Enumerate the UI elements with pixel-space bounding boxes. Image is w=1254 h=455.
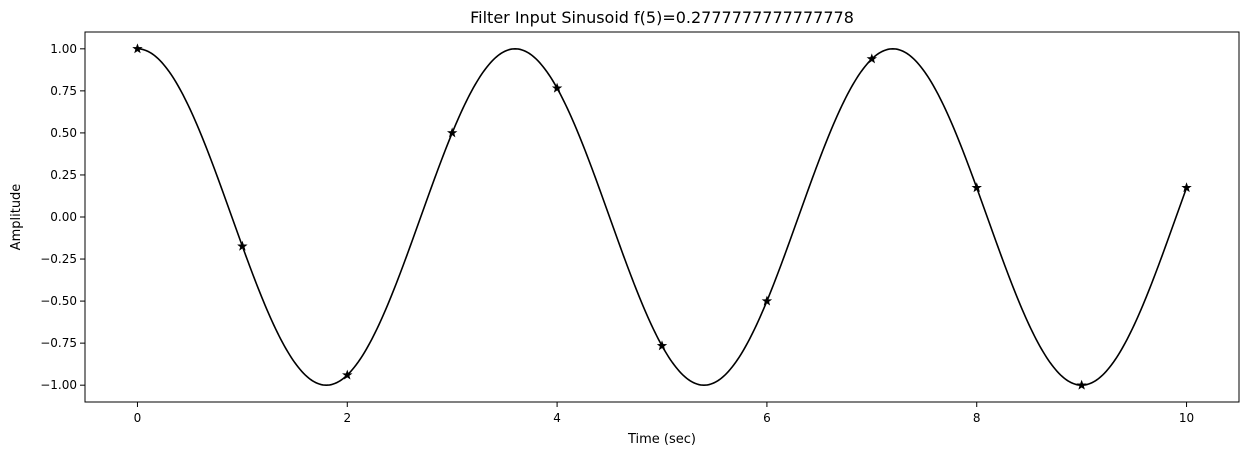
plot-area [84,31,1240,403]
y-axis-label: Amplitude [9,184,24,251]
y-axis-ticks: 1.00 0.75 0.50 0.25 0.00 −0.25 −0.50 −0.75 −1.00 [40,42,85,392]
x-tick-label: 4 [553,411,561,425]
sample-marker [446,127,458,138]
y-tick-label: −0.75 [40,336,77,350]
sample-marker [656,340,668,351]
y-tick-label: 0.75 [50,84,77,98]
x-tick-label: 0 [134,411,142,425]
y-tick-label: 1.00 [50,42,77,56]
sample-marker [1076,379,1087,390]
sample-marker [971,182,982,193]
y-tick-label: 0.00 [50,210,77,224]
sample-marker [1181,182,1192,193]
x-tick-label: 2 [343,411,351,425]
sample-marker [761,295,773,306]
chart-title: Filter Input Sinusoid f(5)=0.27777777777… [470,8,854,27]
sample-marker [237,240,248,251]
x-axis-ticks: 0 2 4 6 8 10 [134,402,1194,425]
sample-marker [866,53,878,64]
x-axis-label: Time (sec) [627,432,696,447]
y-tick-label: −0.50 [40,294,77,308]
sample-marker [342,369,353,380]
signal-line [137,48,1188,386]
sample-markers [132,43,1192,390]
y-tick-label: 0.50 [50,126,77,140]
sample-marker [551,82,563,93]
y-tick-label: −1.00 [40,378,77,392]
x-tick-label: 10 [1179,411,1194,425]
y-tick-label: 0.25 [50,168,77,182]
x-tick-label: 8 [973,411,981,425]
sample-marker [132,43,143,54]
x-tick-label: 6 [763,411,771,425]
y-tick-label: −0.25 [40,252,77,266]
